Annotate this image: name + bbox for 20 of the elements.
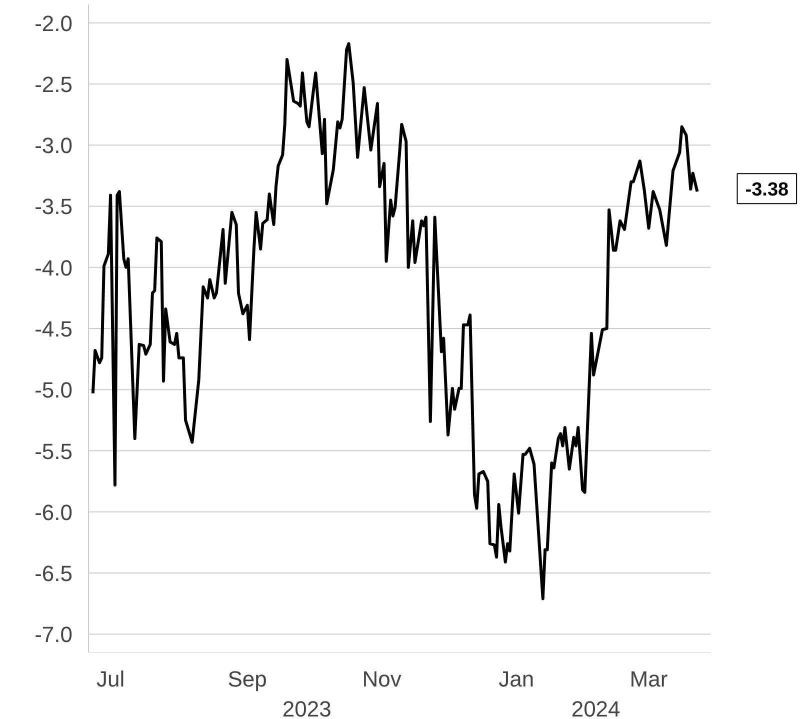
y-tick-label: -6.5 <box>34 561 73 586</box>
annotation: -3.38 <box>745 180 789 201</box>
y-tick-label: -3.0 <box>34 133 73 158</box>
y-tick-label: -5.5 <box>34 438 73 464</box>
y-tick-label: -4.5 <box>34 316 73 342</box>
y-tick-label: -7.0 <box>34 622 73 648</box>
y-tick-label: -6.0 <box>34 500 73 525</box>
x-tick-label: Sep <box>228 666 267 692</box>
x2-tick-label: 2023 <box>282 696 332 719</box>
x-tick-label: Jan <box>498 666 534 692</box>
x-tick-label: Mar <box>630 666 668 692</box>
line-series <box>91 42 699 600</box>
y-tick-label: -2.0 <box>34 10 73 36</box>
y-tick-label: -2.5 <box>34 72 73 97</box>
y-tick-label: -5.0 <box>34 378 73 403</box>
x-tick-label: Jul <box>96 666 125 692</box>
y-tick-label: -3.5 <box>34 194 73 220</box>
y-tick-label: -4.0 <box>34 255 73 280</box>
x-tick-label: Nov <box>362 666 402 692</box>
x2-tick-label: 2024 <box>571 696 620 719</box>
